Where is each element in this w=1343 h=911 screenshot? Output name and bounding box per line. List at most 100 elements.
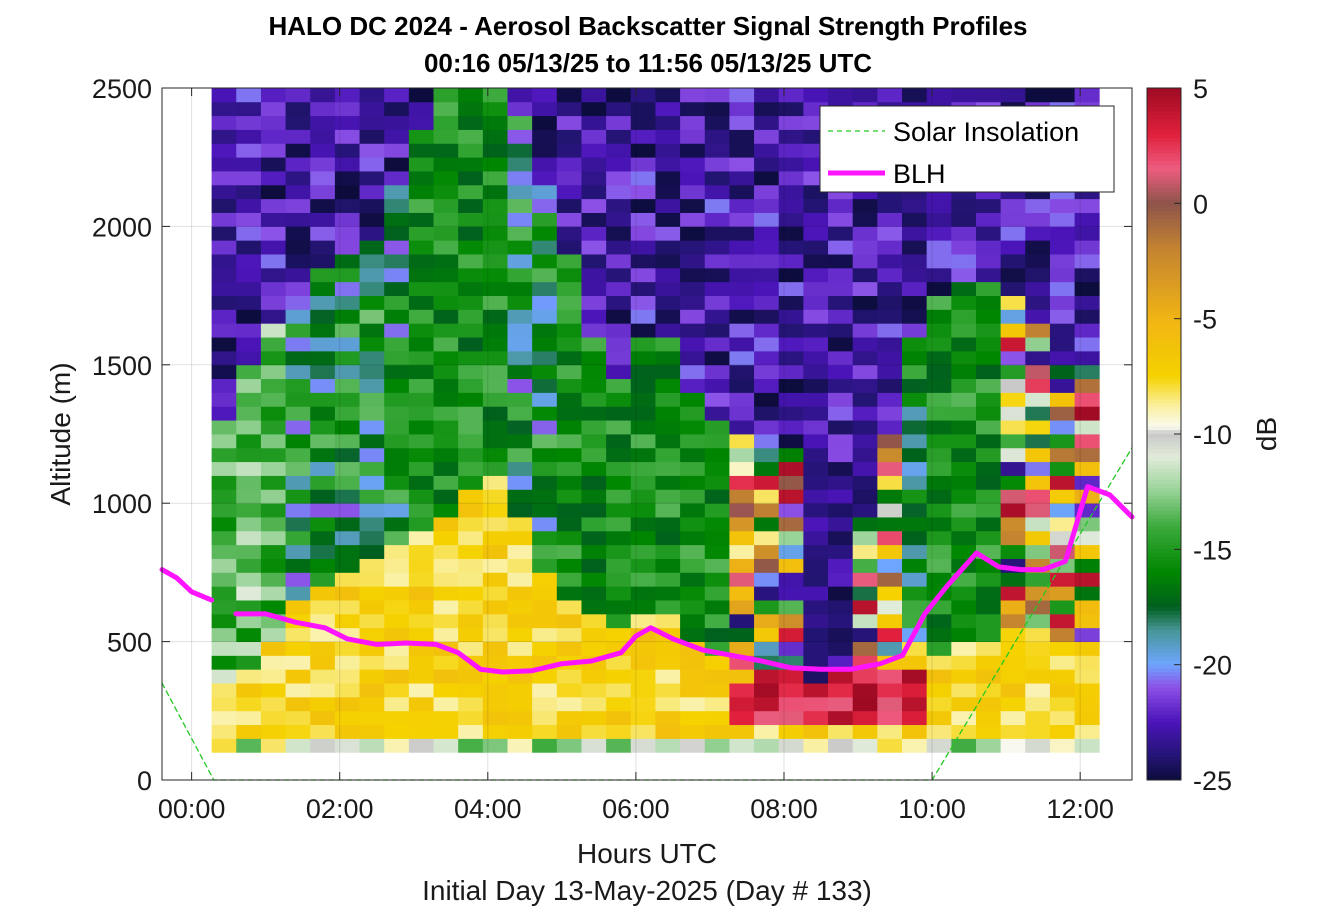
heatmap-cell (975, 683, 1002, 698)
heatmap-cell (260, 240, 286, 255)
heatmap-cell (482, 544, 508, 559)
heatmap-cell (902, 240, 928, 255)
heatmap-cell (556, 558, 582, 573)
heatmap-cell (754, 323, 780, 338)
heatmap-cell (680, 295, 706, 310)
heatmap-cell (704, 613, 730, 629)
heatmap-cell (1074, 600, 1100, 615)
heatmap-cell (704, 738, 730, 753)
heatmap-cell (236, 350, 262, 366)
heatmap-cell (532, 267, 558, 283)
heatmap-cell (433, 129, 459, 144)
heatmap-cell (729, 101, 755, 117)
heatmap-cell (754, 406, 780, 421)
heatmap-cell (606, 696, 632, 712)
heatmap-cell (384, 378, 410, 393)
heatmap-cell (532, 254, 558, 269)
colorbar-segment (1147, 334, 1181, 339)
heatmap-cell (507, 558, 533, 573)
heatmap-cell (458, 641, 484, 656)
heatmap-cell (359, 281, 385, 296)
heatmap-cell (334, 254, 360, 269)
heatmap-cell (211, 115, 237, 130)
heatmap-cell (1025, 683, 1051, 698)
heatmap-cell (754, 641, 780, 656)
heatmap-cell (1025, 378, 1051, 393)
heatmap-cell (384, 129, 410, 144)
heatmap-cell (778, 696, 804, 712)
colorbar-tick-label: -25 (1193, 766, 1232, 796)
heatmap-cell (606, 669, 632, 684)
heatmap-cell (975, 613, 1002, 629)
heatmap-cell (260, 143, 286, 158)
heatmap-cell (1025, 738, 1051, 753)
colorbar-segment (1147, 722, 1181, 727)
heatmap-cell (828, 240, 854, 255)
heatmap-cell (606, 710, 632, 726)
colorbar-segment (1147, 380, 1181, 385)
heatmap-cell (433, 738, 459, 753)
heatmap-cell (384, 101, 410, 117)
heatmap-cell (778, 558, 804, 573)
heatmap-cell (334, 129, 360, 144)
heatmap-cell (630, 655, 656, 670)
heatmap-cell (828, 392, 854, 407)
heatmap-cell (458, 364, 484, 380)
heatmap-cell (1025, 406, 1051, 421)
heatmap-cell (606, 489, 632, 504)
colorbar: 50-5-10-15-20-25 dB (1146, 74, 1282, 796)
heatmap-cell (754, 586, 780, 601)
heatmap-cell (1025, 696, 1051, 712)
heatmap-cell (704, 655, 730, 670)
heatmap-cell (803, 600, 829, 615)
heatmap-cell (803, 267, 829, 283)
colorbar-segment (1147, 322, 1181, 327)
heatmap-cell (902, 226, 928, 241)
heatmap-cell (803, 295, 829, 310)
heatmap-cell (729, 627, 755, 642)
heatmap-cell (458, 669, 484, 684)
heatmap-cell (828, 378, 854, 393)
heatmap-cell (902, 600, 928, 615)
heatmap-cell (285, 226, 311, 241)
heatmap-cell (680, 461, 706, 476)
heatmap-cell (384, 364, 410, 380)
heatmap-cell (852, 572, 878, 587)
heatmap-cell (975, 530, 1002, 546)
heatmap-cell (285, 600, 311, 615)
heatmap-cell (556, 406, 582, 421)
heatmap-cell (1025, 392, 1051, 407)
heatmap-cell (384, 115, 410, 130)
heatmap-cell (828, 669, 854, 684)
heatmap-cell (680, 558, 706, 573)
heatmap-cell (458, 600, 484, 615)
heatmap-cell (285, 281, 311, 296)
heatmap-cell (655, 434, 681, 449)
colorbar-segment (1147, 111, 1181, 116)
heatmap-cell (285, 309, 311, 324)
heatmap-cell (852, 544, 878, 559)
heatmap-cell (1049, 337, 1076, 352)
heatmap-cell (754, 171, 780, 186)
heatmap-cell (384, 212, 410, 227)
heatmap-cell (285, 724, 311, 739)
heatmap-cell (310, 337, 336, 352)
heatmap-cell (630, 710, 656, 726)
heatmap-cell (606, 254, 632, 269)
heatmap-cell (926, 295, 952, 310)
heatmap-cell (556, 198, 582, 213)
heatmap-cell (458, 683, 484, 698)
heatmap-cell (951, 696, 977, 712)
heatmap-cell (260, 475, 286, 490)
heatmap-cell (482, 184, 508, 200)
heatmap-cell (285, 267, 311, 283)
heatmap-cell (408, 254, 434, 269)
colorbar-segment (1147, 560, 1181, 566)
heatmap-cell (285, 406, 311, 421)
heatmap-cell (458, 738, 484, 753)
heatmap-cell (926, 669, 952, 684)
heatmap-cell (211, 198, 237, 213)
heatmap-cell (902, 254, 928, 269)
heatmap-cell (754, 309, 780, 324)
heatmap-cell (1025, 655, 1051, 670)
